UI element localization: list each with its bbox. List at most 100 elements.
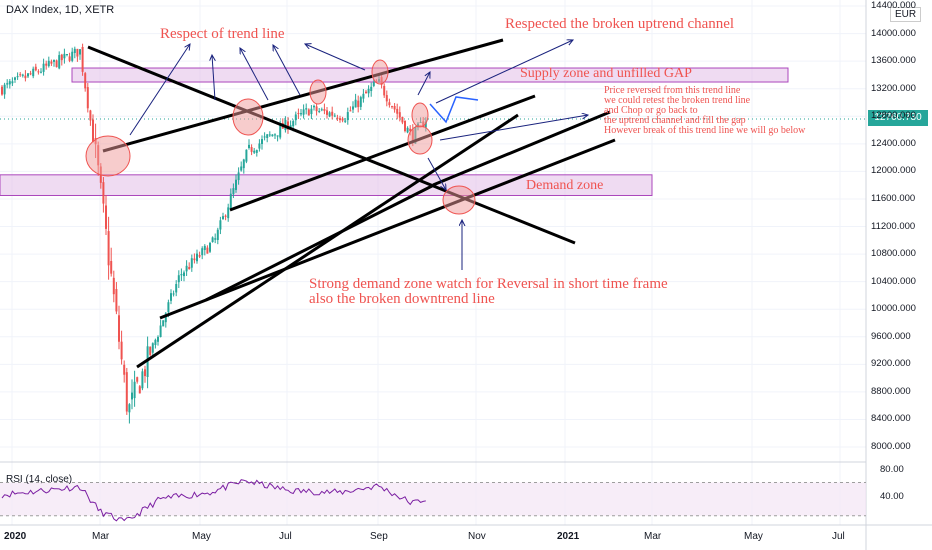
candle-body	[297, 113, 300, 115]
candle-body	[118, 315, 120, 342]
y-tick-label: 13600.000	[871, 55, 916, 67]
candle-body	[40, 71, 42, 73]
candle-body	[263, 136, 266, 138]
highlight-circle	[442, 185, 476, 215]
highlight-circle	[411, 102, 429, 128]
candle-body	[37, 71, 40, 73]
candle-body	[27, 73, 29, 77]
annotation-note-line-3: and Chop or go back to	[604, 105, 698, 116]
candle-body	[341, 118, 344, 121]
candle-body	[32, 68, 35, 77]
trendline	[102, 38, 504, 153]
candle-body	[89, 110, 92, 121]
highlight-circle	[85, 135, 131, 177]
candle-body	[203, 245, 206, 251]
candle-body	[55, 60, 58, 68]
candle-body	[162, 320, 165, 327]
annotation-note-line-1: Price reversed from this trend line	[604, 85, 741, 96]
candle-body	[274, 134, 276, 136]
candle-body	[331, 111, 334, 116]
candle-body	[235, 179, 237, 190]
last-price-tag: 12760.730	[868, 110, 928, 126]
candle-body	[320, 109, 323, 111]
y-tick-label: 9200.000	[871, 358, 911, 370]
rsi-band	[0, 482, 866, 516]
x-tick-label: Jul	[832, 531, 845, 542]
candle-body	[250, 147, 253, 152]
candle-body	[24, 75, 27, 79]
annotation-arrow	[435, 40, 573, 104]
candle-body	[141, 371, 144, 389]
candle-body	[261, 139, 263, 145]
annotation-respect-trend-line: Respect of trend line	[160, 26, 285, 42]
candle-body	[346, 112, 349, 121]
candle-body	[326, 110, 328, 115]
annotation-arrow	[417, 72, 430, 96]
candle-body	[73, 48, 76, 53]
candle-body	[3, 84, 6, 95]
candle-body	[287, 121, 289, 130]
candle-body	[315, 106, 318, 112]
candle-body	[58, 55, 61, 69]
candle-body	[193, 258, 196, 261]
highlight-circle	[232, 98, 264, 136]
candle-body	[302, 109, 305, 115]
y-tick-label: 14000.000	[871, 27, 916, 39]
x-tick-label: 2020	[4, 531, 27, 542]
candle-body	[406, 127, 409, 133]
candle-body	[404, 120, 406, 132]
candle-body	[391, 106, 393, 108]
candle-body	[42, 63, 45, 72]
candle-body	[79, 49, 81, 55]
candle-body	[16, 76, 19, 78]
candle-body	[268, 134, 271, 136]
currency-badge[interactable]: EUR	[890, 7, 922, 22]
candle-body	[11, 81, 14, 84]
candle-body	[279, 124, 282, 138]
candle-body	[388, 102, 391, 106]
candle-body	[344, 120, 347, 122]
candle-body	[47, 60, 50, 67]
candle-body	[63, 53, 66, 59]
candle-body	[227, 207, 230, 219]
candle-body	[112, 277, 115, 295]
annotation-demand-zone: Demand zone	[526, 178, 604, 193]
candle-body	[8, 81, 11, 85]
trendline	[229, 94, 536, 212]
candle-body	[362, 93, 365, 99]
candle-body	[131, 392, 133, 400]
rsi-pane	[0, 479, 866, 522]
trendline	[136, 113, 519, 369]
y-tick-label: 9600.000	[871, 330, 911, 342]
candle-body	[229, 193, 232, 209]
annotation-arrow	[305, 44, 366, 71]
candle-body	[154, 339, 157, 345]
highlight-circle	[371, 59, 389, 85]
candle-body	[292, 121, 295, 127]
candle-body	[138, 386, 141, 394]
candle-body	[237, 172, 240, 181]
candle-body	[242, 159, 245, 169]
x-tick-label: Nov	[468, 531, 486, 542]
candle-body	[313, 105, 315, 108]
candle-body	[175, 284, 178, 293]
candle-body	[310, 108, 313, 115]
candle-body	[128, 404, 131, 413]
candle-body	[307, 109, 310, 116]
candle-body	[125, 372, 128, 412]
x-tick-label: 2021	[557, 531, 580, 542]
candle-body	[71, 51, 74, 61]
candle-body	[383, 85, 386, 96]
candle-body	[271, 134, 274, 137]
x-tick-label: Sep	[370, 531, 388, 542]
candle-body	[159, 325, 162, 337]
rsi-tick-label: 80.00	[880, 464, 904, 475]
candle-body	[222, 216, 224, 220]
y-tick-label: 12800.000	[871, 110, 916, 122]
candle-body	[19, 74, 22, 76]
candle-body	[157, 336, 159, 342]
candle-body	[336, 117, 339, 119]
candle-body	[206, 247, 209, 254]
